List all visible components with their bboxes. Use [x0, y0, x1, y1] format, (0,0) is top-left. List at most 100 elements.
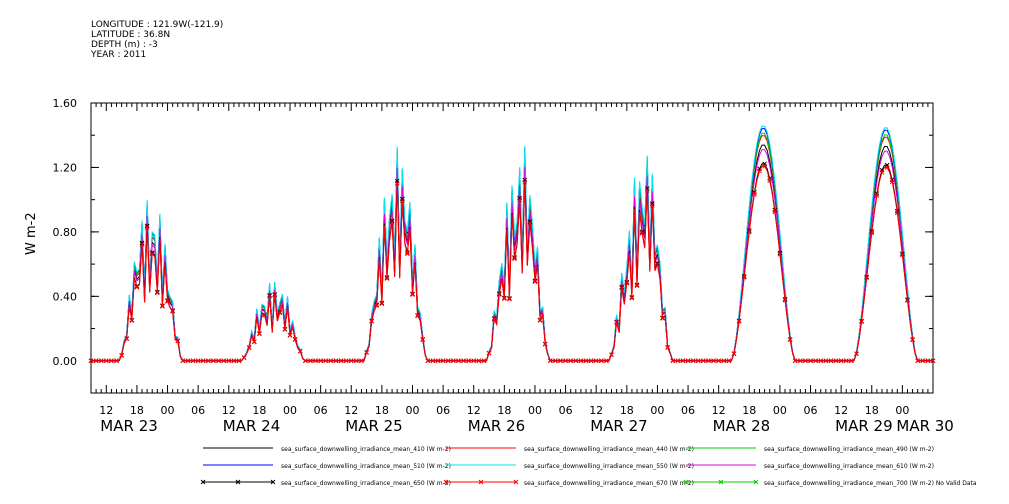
series-marker-7 [614, 320, 619, 325]
series-marker-6 [149, 250, 155, 255]
series-marker-7 [542, 341, 548, 347]
series-marker-7 [399, 198, 405, 204]
x-hour-label: 00 [283, 404, 297, 417]
series-marker-7 [894, 210, 900, 216]
series-marker-7 [905, 298, 910, 303]
series-marker-7 [262, 312, 267, 318]
meta-depth: DEPTH (m) : -3 [91, 40, 158, 50]
series-marker-7 [328, 358, 334, 364]
series-marker-6 [527, 219, 533, 224]
x-day-label: MAR 24 [223, 417, 280, 435]
series-marker-7 [364, 350, 369, 355]
series-marker-7 [843, 358, 849, 364]
x-day-label: MAR 28 [713, 417, 770, 435]
series-marker-7 [246, 345, 252, 351]
series-marker-7 [251, 339, 257, 345]
series-marker-7 [491, 316, 497, 322]
series-marker-7 [787, 337, 793, 343]
series-marker-7 [563, 358, 568, 364]
series-marker-7 [792, 358, 798, 364]
series-marker-7 [420, 337, 426, 343]
series-marker-6 [389, 218, 395, 224]
x-hour-label: 18 [252, 404, 266, 417]
x-hour-label: 06 [191, 404, 205, 417]
series-marker-7 [323, 358, 329, 364]
series-marker-7 [267, 293, 272, 299]
series-marker-7 [889, 179, 895, 185]
legend-marker-6 [200, 479, 206, 485]
series-marker-7 [190, 358, 196, 364]
series-marker-7 [241, 355, 247, 361]
series-marker-7 [486, 350, 492, 356]
x-hour-label: 18 [497, 404, 511, 417]
series-marker-7 [134, 284, 140, 290]
x-day-label: MAR 29 [835, 417, 892, 435]
series-marker-7 [282, 327, 288, 332]
series-marker-7 [348, 358, 354, 364]
series-marker-7 [925, 358, 931, 364]
legend-label-7: sea_surface_downwelling_irradiance_mean_… [524, 480, 694, 487]
series-marker-7 [297, 348, 303, 354]
series-marker-7 [624, 280, 630, 286]
x-hour-label: 00 [773, 404, 787, 417]
series-marker-7 [757, 168, 762, 174]
series-marker-7 [593, 358, 599, 364]
series-marker-7 [670, 358, 676, 364]
x-day-label: MAR 26 [468, 417, 525, 435]
series-marker-7 [144, 225, 150, 230]
series-marker-7 [415, 313, 420, 319]
series-marker-7 [854, 351, 859, 357]
series-marker-7 [823, 358, 829, 364]
x-day-label: MAR 25 [345, 417, 402, 435]
series-marker-7 [915, 358, 921, 364]
series-line-3 [91, 128, 933, 362]
series-marker-7 [313, 358, 318, 364]
series-lines [88, 125, 936, 364]
series-marker-7 [706, 358, 711, 364]
series-marker-7 [767, 178, 773, 183]
series-marker-7 [874, 193, 880, 198]
series-marker-7 [782, 297, 788, 303]
series-marker-7 [583, 358, 589, 364]
y-tick-label: 1.20 [53, 161, 78, 174]
series-marker-7 [257, 331, 262, 337]
legend-marker-7 [443, 479, 449, 485]
series-marker-7 [149, 251, 155, 257]
y-tick-labels: 1.60 1.20 0.80 0.40 0.00 [53, 97, 78, 368]
series-marker-7 [445, 358, 451, 364]
series-line-2 [91, 132, 933, 362]
series-marker-7 [864, 275, 870, 281]
series-marker-7 [180, 358, 186, 364]
legend-marker-8 [683, 479, 689, 485]
series-marker-7 [236, 358, 242, 364]
series-marker-7 [869, 230, 875, 236]
series-marker-7 [910, 337, 915, 343]
series-marker-7 [578, 358, 584, 364]
x-hour-label: 12 [589, 404, 603, 417]
series-marker-7 [200, 358, 206, 364]
legend-marker-6 [235, 479, 241, 485]
x-hour-label: 06 [681, 404, 695, 417]
series-marker-7 [848, 358, 854, 364]
x-hour-label: 18 [130, 404, 144, 417]
x-hour-label: 00 [650, 404, 664, 417]
x-hour-label: 00 [528, 404, 542, 417]
series-marker-7 [333, 358, 339, 364]
series-marker-7 [532, 279, 538, 285]
x-day-label: MAR 30 [896, 417, 953, 435]
legend-label-1: sea_surface_downwelling_irradiance_mean_… [524, 446, 694, 453]
legend-marker-8 [718, 479, 724, 485]
x-hour-label: 12 [467, 404, 481, 417]
series-marker-7 [803, 358, 808, 364]
series-marker-7 [359, 358, 364, 364]
series-marker-7 [456, 358, 461, 364]
series-marker-7 [879, 169, 885, 175]
x-hour-label: 06 [436, 404, 450, 417]
series-line-1 [91, 135, 933, 362]
series-marker-7 [98, 358, 104, 364]
series-marker-7 [481, 358, 487, 364]
series-marker-7 [93, 358, 99, 364]
legend-label-2: sea_surface_downwelling_irradiance_mean_… [764, 446, 934, 453]
series-marker-6 [399, 196, 405, 202]
plot-frame [90, 102, 934, 394]
